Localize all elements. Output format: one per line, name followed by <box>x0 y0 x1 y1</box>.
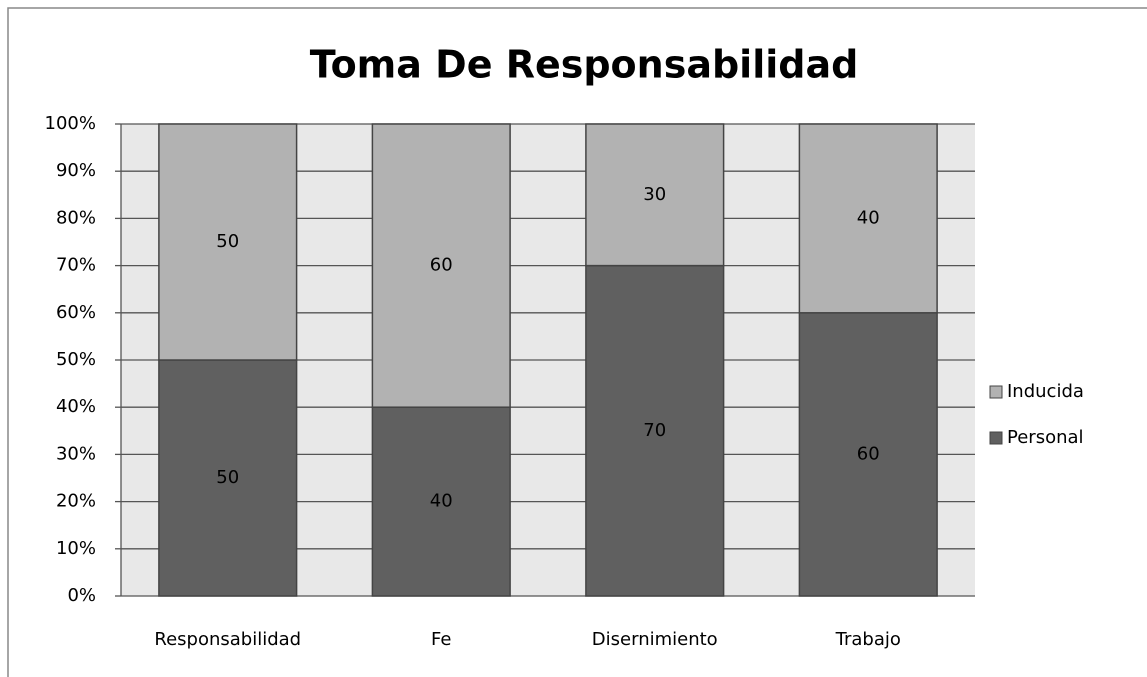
y-tick-label: 80% <box>56 207 96 228</box>
bar-segment <box>158 123 298 361</box>
data-label: 40 <box>430 491 453 512</box>
x-tick-label: Fe <box>431 629 451 650</box>
data-label: 60 <box>430 255 453 276</box>
legend-swatch <box>989 385 1003 399</box>
legend-swatch <box>989 431 1003 445</box>
y-tick-label: 10% <box>56 538 96 559</box>
y-tick-label: 100% <box>45 113 96 134</box>
bar-segment <box>371 123 511 408</box>
y-tick-label: 50% <box>56 349 96 370</box>
data-label: 50 <box>216 467 239 488</box>
data-label: 30 <box>643 184 666 205</box>
bar-segment <box>585 123 725 267</box>
legend-label: Inducida <box>1007 381 1084 402</box>
legend-label: Personal <box>1007 427 1084 448</box>
x-tick-label: Disernimiento <box>592 629 718 650</box>
data-label: 60 <box>857 443 880 464</box>
y-tick-label: 30% <box>56 443 96 464</box>
y-tick-label: 0% <box>67 585 96 606</box>
bar-segment <box>371 406 511 597</box>
y-tick-label: 60% <box>56 302 96 323</box>
data-label: 70 <box>643 420 666 441</box>
data-label: 40 <box>857 207 880 228</box>
chart-frame <box>7 7 1147 677</box>
data-label: 50 <box>216 231 239 252</box>
y-tick-label: 20% <box>56 491 96 512</box>
y-tick-label: 40% <box>56 396 96 417</box>
y-tick-label: 90% <box>56 160 96 181</box>
chart-title: Toma De Responsabilidad <box>310 43 859 87</box>
x-tick-label: Responsabilidad <box>154 629 301 650</box>
bar-segment <box>798 312 938 597</box>
x-tick-label: Trabajo <box>835 629 901 650</box>
bar-segment <box>798 123 938 314</box>
bar-segment <box>585 264 725 597</box>
y-tick-label: 70% <box>56 255 96 276</box>
